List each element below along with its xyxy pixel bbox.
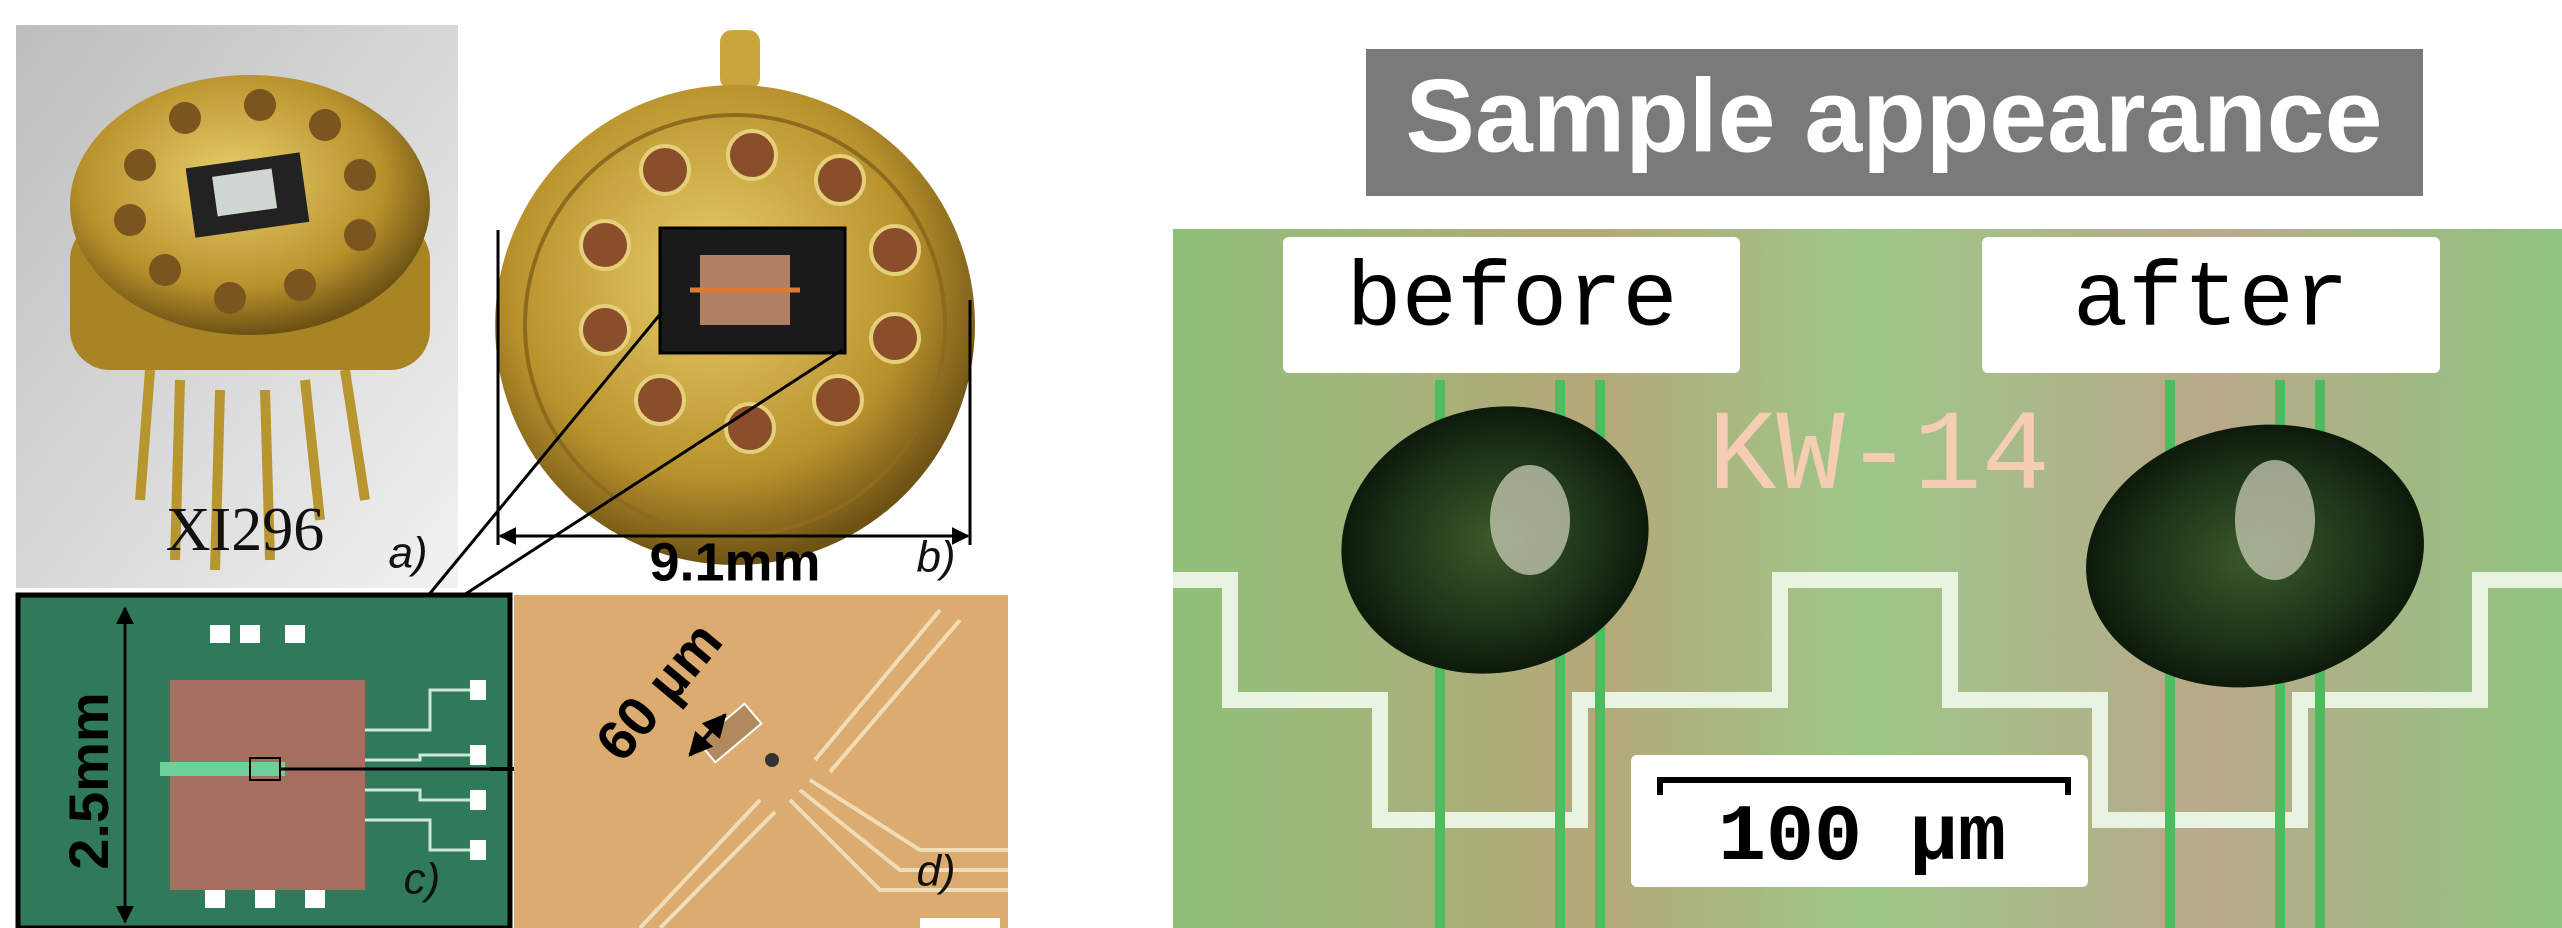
heater (160, 762, 285, 776)
membrane (170, 680, 365, 890)
title: Sample appearance (1406, 58, 2383, 174)
panel-label: d) (916, 847, 955, 896)
crystal (2235, 460, 2315, 580)
tab (720, 30, 760, 90)
dimension-label: 2.5mm (57, 692, 120, 869)
panel-a: XI296 a) (16, 25, 458, 588)
sample-panel: Sample appearance before after KW-14 100… (1173, 49, 2562, 928)
panel-label: a) (388, 529, 427, 578)
panel-b: 9.1mm b) (402, 30, 975, 630)
chip-window (212, 168, 277, 216)
panel-d: 60 µm d) (514, 595, 1008, 928)
scale-label: 100 µm (1718, 793, 2006, 884)
sample-id: KW-14 (1708, 394, 2050, 523)
dimension-label: 9.1mm (649, 532, 820, 592)
panel-label: c) (404, 855, 441, 904)
panel-label: b) (916, 533, 955, 582)
scale-box (920, 918, 1000, 928)
panel-c: 2.5mm c) (18, 595, 535, 928)
figure: XI296 a) 9.1mm b) (0, 0, 2562, 928)
crystal (1490, 465, 1570, 575)
after-label: after (2073, 247, 2349, 352)
caption: XI296 (166, 496, 324, 564)
sensor-spot (765, 753, 779, 767)
before-label: before (1346, 247, 1677, 352)
